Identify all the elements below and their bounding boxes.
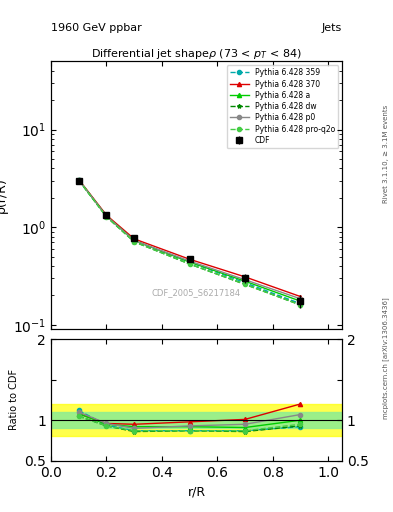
Pythia 6.428 370 xyxy=(104,212,109,218)
Pythia 6.428 370 xyxy=(132,236,136,242)
Pythia 6.428 pro-q2o xyxy=(132,239,136,245)
Pythia 6.428 pro-q2o xyxy=(298,302,303,308)
Pythia 6.428 p0 xyxy=(76,177,81,183)
Pythia 6.428 370 xyxy=(242,274,247,280)
Pythia 6.428 a xyxy=(132,238,136,244)
Pythia 6.428 p0 xyxy=(104,213,109,219)
Line: Pythia 6.428 a: Pythia 6.428 a xyxy=(77,178,303,303)
Text: 1960 GeV ppbar: 1960 GeV ppbar xyxy=(51,23,142,33)
Y-axis label: Ratio to CDF: Ratio to CDF xyxy=(9,369,19,431)
Pythia 6.428 pro-q2o xyxy=(76,177,81,183)
Pythia 6.428 p0 xyxy=(187,258,192,264)
Legend: Pythia 6.428 359, Pythia 6.428 370, Pythia 6.428 a, Pythia 6.428 dw, Pythia 6.42: Pythia 6.428 359, Pythia 6.428 370, Pyth… xyxy=(226,65,338,148)
X-axis label: r/R: r/R xyxy=(187,485,206,498)
Text: mcplots.cern.ch [arXiv:1306.3436]: mcplots.cern.ch [arXiv:1306.3436] xyxy=(382,297,389,419)
Pythia 6.428 a xyxy=(298,298,303,304)
Pythia 6.428 370 xyxy=(187,256,192,262)
Pythia 6.428 370 xyxy=(298,293,303,300)
Y-axis label: ρ(r/R): ρ(r/R) xyxy=(0,178,7,213)
Line: Pythia 6.428 p0: Pythia 6.428 p0 xyxy=(77,178,303,301)
Pythia 6.428 359 xyxy=(242,280,247,286)
Pythia 6.428 a xyxy=(104,213,109,219)
Pythia 6.428 p0 xyxy=(242,276,247,283)
Pythia 6.428 dw xyxy=(187,261,192,267)
Pythia 6.428 dw xyxy=(132,239,136,245)
Line: Pythia 6.428 359: Pythia 6.428 359 xyxy=(77,178,303,306)
Pythia 6.428 359 xyxy=(104,213,109,219)
Text: CDF_2005_S6217184: CDF_2005_S6217184 xyxy=(152,288,241,297)
Line: Pythia 6.428 dw: Pythia 6.428 dw xyxy=(77,178,303,307)
Text: Rivet 3.1.10, ≥ 3.1M events: Rivet 3.1.10, ≥ 3.1M events xyxy=(383,104,389,203)
Pythia 6.428 359 xyxy=(187,259,192,265)
Text: Jets: Jets xyxy=(321,23,342,33)
Title: Differential jet shape$\rho$ (73 < $p_T$ < 84): Differential jet shape$\rho$ (73 < $p_T$… xyxy=(91,47,302,61)
Pythia 6.428 a xyxy=(187,259,192,265)
Pythia 6.428 a xyxy=(242,278,247,284)
Pythia 6.428 359 xyxy=(298,301,303,307)
Line: Pythia 6.428 pro-q2o: Pythia 6.428 pro-q2o xyxy=(77,178,303,307)
Pythia 6.428 pro-q2o xyxy=(187,261,192,267)
Pythia 6.428 p0 xyxy=(298,296,303,302)
Pythia 6.428 dw xyxy=(76,177,81,183)
Bar xyxy=(51,404,342,436)
Pythia 6.428 dw xyxy=(298,302,303,308)
Pythia 6.428 dw xyxy=(104,214,109,220)
Pythia 6.428 a xyxy=(76,177,81,183)
Pythia 6.428 359 xyxy=(132,238,136,244)
Line: Pythia 6.428 370: Pythia 6.428 370 xyxy=(77,178,303,298)
Pythia 6.428 dw xyxy=(242,281,247,287)
Pythia 6.428 p0 xyxy=(132,238,136,244)
Pythia 6.428 359 xyxy=(76,177,81,183)
Bar xyxy=(51,412,342,429)
Pythia 6.428 pro-q2o xyxy=(242,281,247,287)
Pythia 6.428 370 xyxy=(76,177,81,183)
Pythia 6.428 pro-q2o xyxy=(104,214,109,220)
